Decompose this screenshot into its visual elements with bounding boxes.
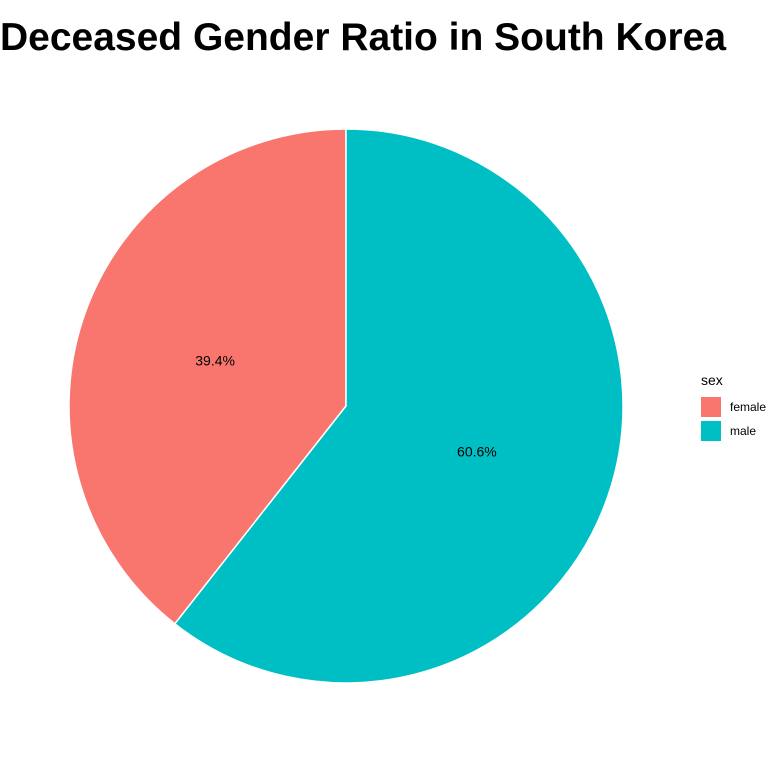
slice-label-male: 60.6% [457, 443, 497, 459]
pie-slice-male [173, 128, 624, 684]
legend-item-male: male [701, 419, 766, 442]
slice-label-female: 39.4% [195, 353, 235, 369]
legend: sex female male [701, 372, 766, 443]
legend-item-female: female [701, 395, 766, 418]
pie-labels: 39.4% 60.6% [195, 353, 496, 460]
legend-key-male [701, 420, 721, 441]
legend-label-female: female [730, 399, 767, 414]
pie-slice-female [68, 128, 347, 625]
legend-key-female [701, 396, 721, 417]
legend-title: sex [701, 372, 723, 388]
chart-title: Deceased Gender Ratio in South Korea [0, 16, 727, 59]
pie-slices [68, 128, 624, 684]
legend-label-male: male [730, 423, 757, 438]
